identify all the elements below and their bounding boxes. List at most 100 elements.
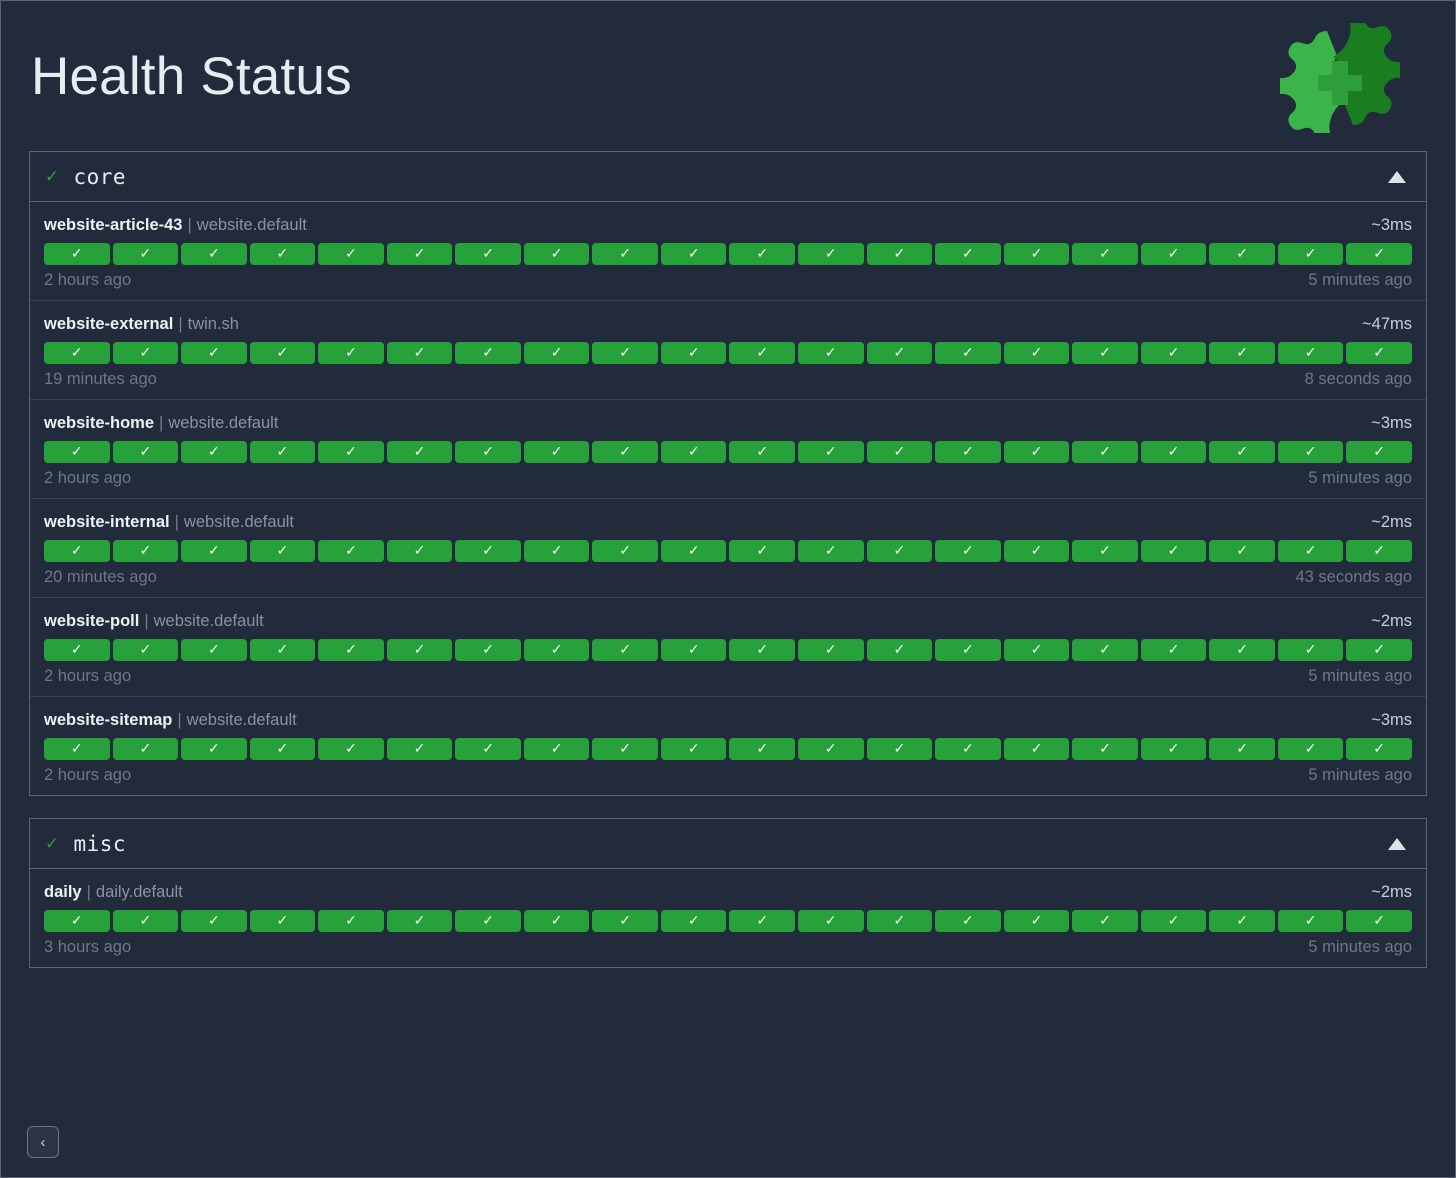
uptime-bar[interactable]: ✓ bbox=[592, 441, 658, 463]
uptime-bar[interactable]: ✓ bbox=[523, 540, 590, 562]
uptime-bar[interactable]: ✓ bbox=[386, 441, 453, 463]
uptime-bar[interactable]: ✓ bbox=[44, 540, 110, 562]
uptime-bar[interactable]: ✓ bbox=[112, 540, 179, 562]
uptime-bar[interactable]: ✓ bbox=[866, 342, 933, 364]
uptime-bar[interactable]: ✓ bbox=[1003, 639, 1070, 661]
uptime-bar[interactable]: ✓ bbox=[1140, 342, 1207, 364]
uptime-bar[interactable]: ✓ bbox=[660, 910, 727, 932]
uptime-bar[interactable]: ✓ bbox=[1277, 342, 1344, 364]
uptime-bar[interactable]: ✓ bbox=[592, 910, 658, 932]
uptime-bar[interactable]: ✓ bbox=[44, 738, 110, 760]
uptime-bar[interactable]: ✓ bbox=[1140, 910, 1207, 932]
uptime-bar[interactable]: ✓ bbox=[660, 243, 727, 265]
service-row[interactable]: website-external | twin.sh ~47ms ✓ ✓ ✓ ✓ ✓ ✓ ✓ ✓ ✓ ✓ ✓… bbox=[30, 301, 1426, 400]
uptime-bar[interactable]: ✓ bbox=[1003, 540, 1070, 562]
uptime-bar[interactable]: ✓ bbox=[1003, 243, 1070, 265]
uptime-bar[interactable]: ✓ bbox=[1277, 738, 1344, 760]
uptime-bar[interactable]: ✓ bbox=[112, 342, 179, 364]
uptime-bar[interactable]: ✓ bbox=[1209, 639, 1275, 661]
uptime-bar[interactable]: ✓ bbox=[729, 243, 796, 265]
uptime-bar[interactable]: ✓ bbox=[523, 441, 590, 463]
uptime-bar[interactable]: ✓ bbox=[798, 342, 864, 364]
uptime-bar[interactable]: ✓ bbox=[1209, 738, 1275, 760]
uptime-bar[interactable]: ✓ bbox=[523, 342, 590, 364]
uptime-bar[interactable]: ✓ bbox=[455, 243, 521, 265]
uptime-bar[interactable]: ✓ bbox=[181, 738, 247, 760]
uptime-bar[interactable]: ✓ bbox=[181, 243, 247, 265]
uptime-bar[interactable]: ✓ bbox=[455, 910, 521, 932]
triangle-up-icon[interactable] bbox=[1388, 837, 1406, 850]
uptime-bar[interactable]: ✓ bbox=[866, 639, 933, 661]
uptime-bar[interactable]: ✓ bbox=[1346, 639, 1412, 661]
uptime-bar[interactable]: ✓ bbox=[112, 243, 179, 265]
uptime-bar[interactable]: ✓ bbox=[112, 738, 179, 760]
uptime-bar[interactable]: ✓ bbox=[386, 342, 453, 364]
uptime-bar[interactable]: ✓ bbox=[523, 738, 590, 760]
uptime-bar[interactable]: ✓ bbox=[798, 243, 864, 265]
uptime-bar[interactable]: ✓ bbox=[112, 441, 179, 463]
uptime-bar[interactable]: ✓ bbox=[1277, 639, 1344, 661]
service-row[interactable]: website-poll | website.default ~2ms ✓ ✓ ✓ ✓ ✓ ✓ ✓ ✓… bbox=[30, 598, 1426, 697]
uptime-bar[interactable]: ✓ bbox=[318, 441, 384, 463]
uptime-bar[interactable]: ✓ bbox=[1140, 243, 1207, 265]
uptime-bar[interactable]: ✓ bbox=[729, 639, 796, 661]
uptime-bar[interactable]: ✓ bbox=[1003, 910, 1070, 932]
uptime-bar[interactable]: ✓ bbox=[592, 342, 658, 364]
uptime-bar[interactable]: ✓ bbox=[660, 639, 727, 661]
uptime-bar[interactable]: ✓ bbox=[1072, 243, 1138, 265]
uptime-bar[interactable]: ✓ bbox=[935, 243, 1001, 265]
uptime-bar[interactable]: ✓ bbox=[660, 540, 727, 562]
uptime-bar[interactable]: ✓ bbox=[1140, 540, 1207, 562]
uptime-bar[interactable]: ✓ bbox=[935, 540, 1001, 562]
uptime-bar[interactable]: ✓ bbox=[1346, 441, 1412, 463]
uptime-bar[interactable]: ✓ bbox=[249, 910, 316, 932]
uptime-bar[interactable]: ✓ bbox=[1140, 639, 1207, 661]
uptime-bar[interactable]: ✓ bbox=[44, 243, 110, 265]
uptime-bar[interactable]: ✓ bbox=[866, 738, 933, 760]
uptime-bar[interactable]: ✓ bbox=[1277, 540, 1344, 562]
triangle-up-icon[interactable] bbox=[1388, 170, 1406, 183]
uptime-bar[interactable]: ✓ bbox=[1072, 441, 1138, 463]
service-row[interactable]: website-article-43 | website.default ~3ms ✓ ✓… bbox=[30, 202, 1426, 301]
uptime-bar[interactable]: ✓ bbox=[729, 738, 796, 760]
uptime-bar[interactable]: ✓ bbox=[455, 639, 521, 661]
uptime-bar[interactable]: ✓ bbox=[455, 342, 521, 364]
uptime-bar[interactable]: ✓ bbox=[318, 342, 384, 364]
uptime-bar[interactable]: ✓ bbox=[729, 441, 796, 463]
service-row[interactable]: website-sitemap | website.default ~3ms ✓ ✓ ✓ ✓ ✓… bbox=[30, 697, 1426, 795]
uptime-bar[interactable]: ✓ bbox=[660, 441, 727, 463]
uptime-bar[interactable]: ✓ bbox=[386, 540, 453, 562]
uptime-bar[interactable]: ✓ bbox=[386, 243, 453, 265]
uptime-bar[interactable]: ✓ bbox=[798, 738, 864, 760]
uptime-bar[interactable]: ✓ bbox=[729, 342, 796, 364]
uptime-bar[interactable]: ✓ bbox=[181, 441, 247, 463]
uptime-bar[interactable]: ✓ bbox=[1209, 540, 1275, 562]
uptime-bar[interactable]: ✓ bbox=[249, 441, 316, 463]
uptime-bar[interactable]: ✓ bbox=[1346, 342, 1412, 364]
uptime-bar[interactable]: ✓ bbox=[249, 243, 316, 265]
uptime-bar[interactable]: ✓ bbox=[866, 441, 933, 463]
uptime-bar[interactable]: ✓ bbox=[44, 639, 110, 661]
uptime-bar[interactable]: ✓ bbox=[592, 639, 658, 661]
uptime-bar[interactable]: ✓ bbox=[181, 639, 247, 661]
uptime-bar[interactable]: ✓ bbox=[112, 910, 179, 932]
uptime-bar[interactable]: ✓ bbox=[181, 910, 247, 932]
uptime-bar[interactable]: ✓ bbox=[866, 540, 933, 562]
uptime-bar[interactable]: ✓ bbox=[935, 342, 1001, 364]
uptime-bar[interactable]: ✓ bbox=[592, 540, 658, 562]
uptime-bar[interactable]: ✓ bbox=[1346, 540, 1412, 562]
group-header-misc[interactable]: ✓ misc bbox=[30, 819, 1426, 869]
service-row[interactable]: website-internal | website.default ~2ms ✓ ✓ ✓ ✓… bbox=[30, 499, 1426, 598]
uptime-bar[interactable]: ✓ bbox=[1072, 639, 1138, 661]
uptime-bar[interactable]: ✓ bbox=[935, 910, 1001, 932]
uptime-bar[interactable]: ✓ bbox=[935, 738, 1001, 760]
uptime-bar[interactable]: ✓ bbox=[249, 540, 316, 562]
uptime-bar[interactable]: ✓ bbox=[318, 910, 384, 932]
uptime-bar[interactable]: ✓ bbox=[44, 342, 110, 364]
uptime-bar[interactable]: ✓ bbox=[798, 639, 864, 661]
uptime-bar[interactable]: ✓ bbox=[592, 243, 658, 265]
service-row[interactable]: daily | daily.default ~2ms ✓ ✓ ✓ ✓ ✓ ✓ ✓ ✓ ✓ ✓ ✓ ✓ ✓ ✓ ✓ ✓ ✓… bbox=[30, 869, 1426, 967]
uptime-bar[interactable]: ✓ bbox=[523, 910, 590, 932]
uptime-bar[interactable]: ✓ bbox=[523, 639, 590, 661]
uptime-bar[interactable]: ✓ bbox=[44, 910, 110, 932]
